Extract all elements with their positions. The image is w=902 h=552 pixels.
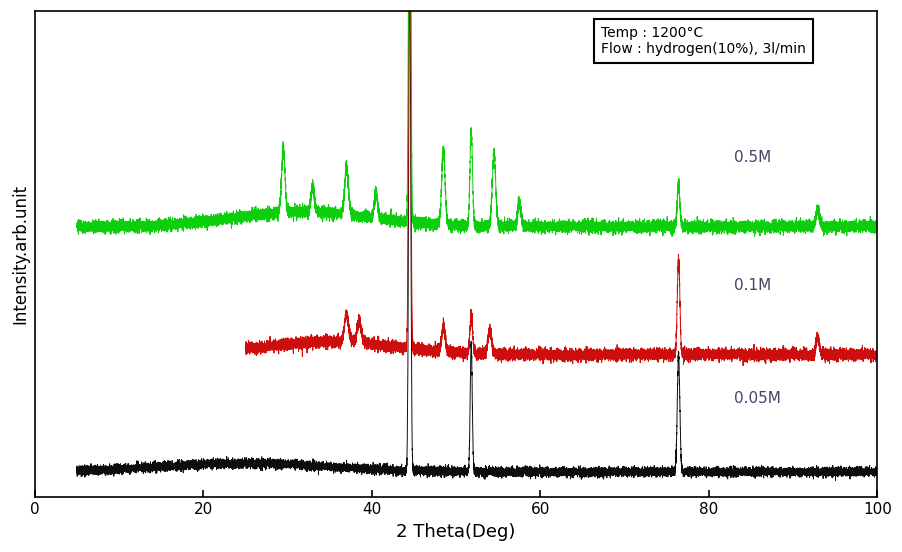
Text: 0.05M: 0.05M (733, 391, 780, 406)
Text: Temp : 1200°C
Flow : hydrogen(10%), 3l/min: Temp : 1200°C Flow : hydrogen(10%), 3l/m… (601, 26, 805, 56)
Text: 0.1M: 0.1M (733, 278, 770, 293)
Y-axis label: Intensity.arb.unit: Intensity.arb.unit (11, 184, 29, 325)
Text: 0.5M: 0.5M (733, 150, 770, 164)
X-axis label: 2 Theta(Deg): 2 Theta(Deg) (396, 523, 515, 541)
